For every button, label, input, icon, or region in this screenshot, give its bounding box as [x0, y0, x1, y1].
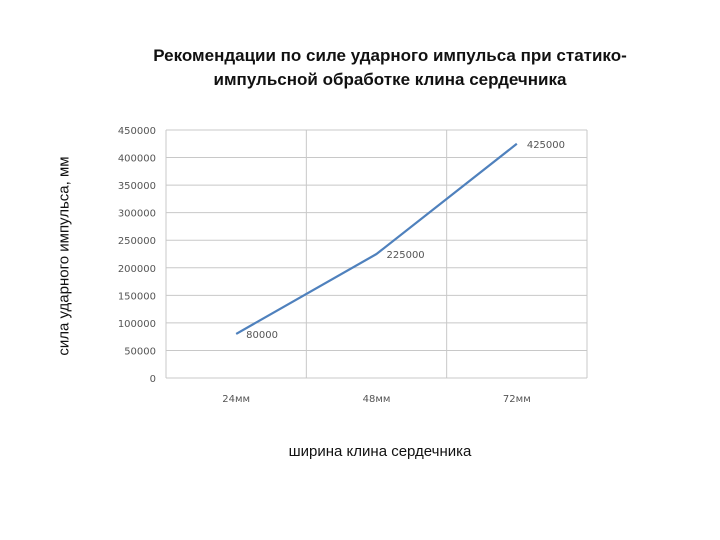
chart-title-line-2: импульсной обработке клина сердечника	[213, 70, 567, 89]
y-tick-label: 150000	[118, 291, 156, 302]
y-tick-label: 50000	[124, 346, 156, 357]
y-tick-labels: 0 50000 100000 150000 200000 250000 300000 3500…	[118, 126, 156, 385]
data-label: 225000	[387, 250, 425, 261]
data-label: 425000	[527, 140, 565, 151]
y-tick-label: 350000	[118, 181, 156, 192]
y-tick-label: 0	[150, 374, 156, 385]
y-tick-label: 300000	[118, 209, 156, 220]
series-group	[235, 142, 518, 335]
x-tick-labels: 24мм 48мм 72мм	[222, 394, 530, 405]
y-tick-label: 400000	[118, 154, 156, 165]
data-label: 80000	[246, 330, 278, 341]
x-tick-label: 72мм	[503, 394, 531, 405]
data-labels: 80000 225000 425000	[246, 140, 565, 341]
chart-title: Рекомендации по силе ударного импульса п…	[40, 44, 720, 92]
y-tick-label: 250000	[118, 236, 156, 247]
y-tick-label: 200000	[118, 264, 156, 275]
x-axis-label: ширина клина сердечника	[288, 443, 472, 460]
series-line	[235, 142, 518, 335]
y-tick-label: 450000	[118, 126, 156, 137]
y-tick-label: 100000	[118, 319, 156, 330]
x-tick-label: 24мм	[222, 394, 250, 405]
gridlines	[165, 129, 588, 379]
chart-title-line-1: Рекомендации по силе ударного импульса п…	[153, 46, 627, 65]
x-tick-label: 48мм	[363, 394, 391, 405]
